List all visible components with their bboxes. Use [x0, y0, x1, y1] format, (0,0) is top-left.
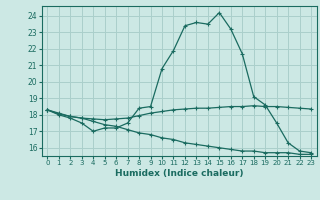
X-axis label: Humidex (Indice chaleur): Humidex (Indice chaleur) — [115, 169, 244, 178]
